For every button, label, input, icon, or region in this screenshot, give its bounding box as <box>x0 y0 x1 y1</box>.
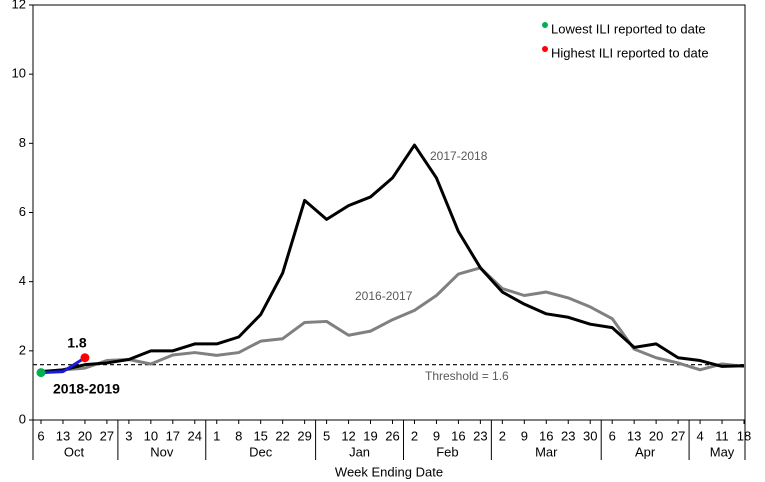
y-tick-label: 2 <box>19 342 26 357</box>
x-tick-label: 3 <box>125 428 132 443</box>
legend-marker <box>542 22 548 28</box>
x-tick-label: 13 <box>627 428 641 443</box>
x-tick-label: 29 <box>297 428 311 443</box>
x-tick-label: 19 <box>363 428 377 443</box>
x-tick-label: 2 <box>411 428 418 443</box>
highest-marker <box>80 353 90 363</box>
y-tick-label: 4 <box>19 273 26 288</box>
legend-marker <box>542 46 548 52</box>
x-tick-label: 12 <box>341 428 355 443</box>
x-tick-label: 18 <box>737 428 751 443</box>
x-tick-label: 10 <box>144 428 158 443</box>
y-tick-label: 12 <box>12 0 26 11</box>
x-tick-label: 23 <box>473 428 487 443</box>
x-tick-label: 9 <box>521 428 528 443</box>
x-tick-label: 22 <box>275 428 289 443</box>
x-tick-label: 23 <box>561 428 575 443</box>
series-line <box>40 356 86 375</box>
x-tick-label: 26 <box>385 428 399 443</box>
x-tick-label: 13 <box>56 428 70 443</box>
legend-label: Highest ILI reported to date <box>551 45 709 60</box>
x-tick-label: 30 <box>583 428 597 443</box>
month-label: Mar <box>535 444 558 459</box>
series-label: 2016-2017 <box>355 289 413 303</box>
series-label: 2017-2018 <box>430 149 488 163</box>
y-tick-label: 6 <box>19 204 26 219</box>
x-axis-title: Week Ending Date <box>335 464 443 479</box>
x-tick-label: 5 <box>323 428 330 443</box>
x-tick-label: 24 <box>188 428 202 443</box>
x-tick-label: 6 <box>609 428 616 443</box>
series-line <box>40 143 745 374</box>
month-label: Feb <box>436 444 458 459</box>
x-tick-label: 11 <box>715 428 729 443</box>
month-label: Nov <box>150 444 174 459</box>
x-tick-label: 8 <box>235 428 242 443</box>
x-tick-label: 6 <box>37 428 44 443</box>
x-tick-label: 15 <box>253 428 267 443</box>
threshold-label: Threshold = 1.6 <box>425 369 509 383</box>
x-tick-label: 27 <box>100 428 114 443</box>
month-label: May <box>710 444 735 459</box>
x-tick-label: 9 <box>433 428 440 443</box>
y-tick-label: 0 <box>19 411 26 426</box>
month-label: Oct <box>64 444 85 459</box>
x-tick-label: 17 <box>166 428 180 443</box>
x-tick-label: 2 <box>499 428 506 443</box>
x-tick-label: 1 <box>213 428 220 443</box>
month-label: Dec <box>249 444 273 459</box>
x-tick-label: 16 <box>451 428 465 443</box>
y-tick-label: 10 <box>12 66 26 81</box>
series-label: 2018-2019 <box>53 381 120 397</box>
data-label: 1.8 <box>67 334 87 350</box>
x-tick-label: 20 <box>78 428 92 443</box>
series-line <box>40 266 745 374</box>
plot-frame <box>32 4 746 421</box>
x-tick-label: 4 <box>696 428 703 443</box>
lowest-marker <box>36 368 46 378</box>
month-label: Apr <box>635 444 656 459</box>
y-tick-label: 8 <box>19 135 26 150</box>
legend-label: Lowest ILI reported to date <box>551 21 706 36</box>
x-tick-label: 20 <box>649 428 663 443</box>
x-tick-label: 16 <box>539 428 553 443</box>
month-label: Jan <box>349 444 370 459</box>
x-tick-label: 27 <box>671 428 685 443</box>
